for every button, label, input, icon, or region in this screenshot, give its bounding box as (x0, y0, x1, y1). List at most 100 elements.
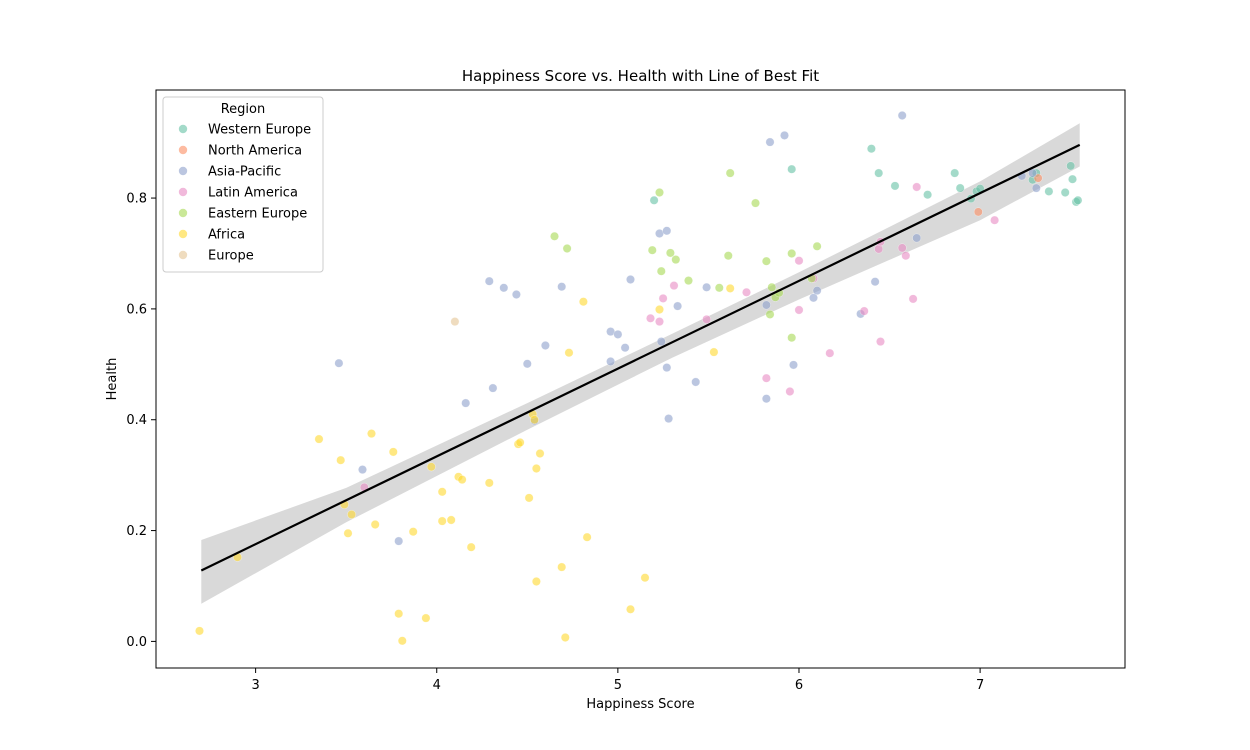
point-latin-america (658, 293, 668, 303)
point-asia-pacific (461, 398, 471, 408)
point-eastern-europe (812, 241, 822, 251)
point-asia-pacific (499, 283, 509, 293)
point-asia-pacific (765, 137, 775, 147)
point-western-europe (874, 168, 884, 178)
legend-marker (178, 166, 188, 176)
point-western-europe (955, 183, 965, 193)
point-eastern-europe (765, 309, 775, 319)
legend-label: Europe (208, 249, 254, 264)
legend-label: Asia-Pacific (208, 165, 281, 180)
legend-label: Africa (208, 228, 245, 243)
point-eastern-europe (684, 276, 693, 286)
point-asia-pacific (656, 337, 666, 347)
point-asia-pacific (809, 293, 818, 303)
fit-line (200, 143, 1081, 572)
point-latin-america (646, 313, 655, 323)
point-africa (426, 462, 436, 472)
x-tick-label: 5 (614, 678, 622, 693)
point-eastern-europe (655, 188, 664, 197)
legend-marker (178, 124, 188, 134)
point-western-europe (1068, 174, 1077, 184)
y-tick-label: 0.8 (126, 192, 147, 207)
point-africa (564, 348, 574, 358)
point-africa (437, 487, 447, 497)
point-africa (626, 604, 635, 614)
point-africa (457, 475, 467, 485)
point-africa (530, 415, 539, 425)
point-eastern-europe (656, 266, 666, 276)
point-asia-pacific (522, 359, 532, 369)
point-latin-america (655, 317, 664, 327)
point-asia-pacific (1031, 183, 1041, 193)
point-africa (343, 528, 353, 538)
point-latin-america (669, 281, 679, 291)
x-tick-label: 6 (795, 678, 803, 693)
point-eastern-europe (714, 283, 724, 293)
point-asia-pacific (626, 275, 635, 284)
point-eastern-europe (647, 245, 657, 255)
point-asia-pacific (358, 465, 367, 475)
legend-marker (178, 208, 188, 218)
point-africa (314, 434, 324, 444)
point-asia-pacific (620, 343, 630, 353)
point-western-europe (1044, 186, 1054, 196)
point-latin-america (761, 373, 771, 383)
point-latin-america (897, 243, 907, 253)
point-africa (408, 527, 418, 537)
point-eastern-europe (671, 255, 681, 265)
point-eastern-europe (725, 168, 735, 178)
point-latin-america (794, 305, 804, 315)
point-africa (535, 449, 545, 458)
point-asia-pacific (761, 394, 771, 404)
confidence-band (201, 123, 1080, 604)
point-asia-pacific (761, 300, 771, 310)
point-asia-pacific (691, 377, 701, 387)
point-asia-pacific (394, 536, 404, 546)
point-africa (531, 577, 541, 586)
point-eastern-europe (761, 256, 771, 266)
point-eastern-europe (562, 244, 572, 253)
point-africa (725, 283, 735, 293)
chart-title: Happiness Score vs. Health with Line of … (462, 67, 819, 85)
point-eastern-europe (550, 231, 559, 241)
point-africa (347, 510, 357, 519)
point-asia-pacific (812, 286, 822, 296)
point-africa (370, 520, 380, 529)
point-western-europe (950, 168, 960, 178)
point-asia-pacific (662, 226, 672, 236)
point-africa (394, 609, 404, 619)
point-africa (466, 542, 476, 552)
point-africa (515, 438, 525, 447)
point-asia-pacific (789, 360, 798, 370)
point-africa (437, 516, 447, 526)
point-africa (421, 613, 431, 623)
point-latin-america (785, 387, 795, 396)
point-asia-pacific (673, 301, 683, 311)
point-latin-america (794, 256, 804, 266)
point-africa (557, 562, 567, 572)
point-latin-america (825, 348, 835, 358)
point-asia-pacific (488, 383, 498, 393)
point-latin-america (912, 182, 922, 192)
y-tick-label: 0.4 (126, 413, 147, 428)
point-latin-america (702, 314, 712, 324)
point-asia-pacific (557, 282, 567, 292)
point-asia-pacific (662, 363, 672, 373)
point-asia-pacific (511, 290, 521, 299)
point-africa (640, 573, 650, 583)
x-axis: 3 4 5 6 7 (251, 668, 984, 693)
point-asia-pacific (664, 414, 674, 424)
legend-label: North America (208, 144, 302, 159)
point-africa (531, 464, 541, 473)
point-europe (450, 317, 460, 327)
point-western-europe (1073, 195, 1083, 205)
x-tick-label: 7 (976, 678, 984, 693)
x-tick-label: 4 (433, 678, 441, 693)
point-asia-pacific (606, 357, 616, 366)
scatter-points-layer (195, 111, 1083, 646)
point-western-europe (890, 181, 900, 191)
point-eastern-europe (665, 248, 675, 258)
legend: Region Western Europe North America Asia-P… (162, 96, 324, 273)
point-africa (582, 532, 592, 542)
